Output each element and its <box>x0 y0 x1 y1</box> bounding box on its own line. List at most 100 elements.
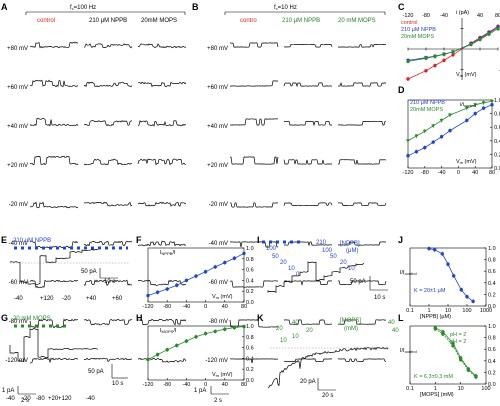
data-point <box>440 252 444 256</box>
x-tick-label: 0.1 <box>406 308 414 314</box>
data-point <box>165 348 169 352</box>
channel-trace <box>229 280 279 288</box>
data-point <box>175 283 179 287</box>
data-point <box>431 140 435 144</box>
row-label: +80 mV <box>7 46 28 52</box>
y-tick-label: 0.0 <box>488 382 496 388</box>
series-line <box>407 101 493 142</box>
y-tick-label: 0.4 <box>488 359 496 365</box>
row-label: -120 mV <box>205 358 228 364</box>
legend-entry: 20mM MOPS <box>410 107 443 113</box>
data-point <box>464 106 469 111</box>
row-label: +40 mV <box>7 124 28 130</box>
data-point <box>474 375 478 379</box>
data-point <box>406 77 410 81</box>
data-point <box>184 339 189 343</box>
concentration-label: 0 <box>296 272 300 278</box>
x-tick-label: 10 <box>458 386 464 392</box>
concentration-label: 20 <box>280 260 287 266</box>
panel-b: B fc=10 Hz contro 210 μM NPPB 20 mM MOPS… <box>192 2 387 404</box>
y-tick-label: 0.6 <box>246 268 254 274</box>
data-point <box>490 103 494 107</box>
x-tick-label: -80 <box>163 382 171 388</box>
data-point <box>481 101 486 105</box>
channel-trace <box>83 240 133 247</box>
y-tick-label: 0.4 <box>494 139 500 145</box>
channel-trace <box>229 358 279 364</box>
data-point <box>433 54 437 59</box>
panel-letter-e: E <box>1 235 7 245</box>
data-point <box>213 329 217 334</box>
voltage-label: -20 <box>22 396 31 402</box>
series-line <box>407 104 493 157</box>
data-point <box>242 324 246 329</box>
e-scale-y: 50 pA <box>81 269 97 275</box>
channel-trace <box>84 318 133 326</box>
voltage-label: -40 <box>86 396 95 402</box>
data-point <box>223 327 227 331</box>
panel-g: G 20 mM MOPS 50 pA 10 s -40 -20 -80 +20 +120… <box>1 313 128 402</box>
data-point <box>146 357 150 362</box>
panel-letter-f: F <box>136 235 142 245</box>
x-tick-label: 40 <box>472 170 478 176</box>
channel-trace <box>29 279 79 289</box>
x-tick-label: -120 <box>402 13 413 19</box>
data-point <box>465 295 469 299</box>
x-tick-label: 80 <box>489 170 495 176</box>
k-scale-x: 20 s <box>322 393 333 399</box>
y-tick-label: 1.0 <box>494 98 500 104</box>
svg-text:fc=10 Hz: fc=10 Hz <box>274 5 297 11</box>
panel-letter-c: C <box>398 2 405 12</box>
g-title: 20 mM MOPS <box>13 316 51 322</box>
channel-trace <box>137 240 187 247</box>
data-point <box>441 332 445 336</box>
row-label: -60 mV <box>209 280 228 286</box>
channel-trace <box>283 358 333 362</box>
channel-trace <box>137 279 187 286</box>
data-point <box>232 325 237 330</box>
plot-frame <box>147 325 245 381</box>
y-axis-label: i/icontrol <box>460 102 476 108</box>
data-point <box>439 135 444 139</box>
channel-trace <box>29 79 79 88</box>
concentration-label: 100 <box>266 246 277 252</box>
b-col-nppb: 210 μM NPPB <box>282 18 320 24</box>
channel-trace <box>137 357 187 363</box>
channel-trace <box>29 118 79 127</box>
x-tick-label: -120 <box>142 304 153 310</box>
concentration-label: 20 <box>340 260 347 266</box>
concentration-label: 100 <box>322 248 333 254</box>
legend-entry: 210 μM NPPB <box>401 27 436 33</box>
data-point <box>184 278 189 283</box>
y-axis-label: I/Icontrol <box>400 270 417 276</box>
channel-trace <box>29 155 79 166</box>
voltage-label: +120 <box>40 296 54 302</box>
channel-trace <box>338 319 387 325</box>
svg-text:fc=100 Hz: fc=100 Hz <box>70 5 96 11</box>
data-point <box>424 69 428 73</box>
concentration-label: 10 <box>288 266 295 272</box>
data-point <box>422 129 427 134</box>
legend-entry: control <box>401 20 418 26</box>
x-axis-label: [NPPB] (μM) <box>420 314 451 320</box>
voltage-label: +60 <box>112 296 123 302</box>
panel-letter-b: B <box>192 2 199 12</box>
data-point <box>451 50 455 54</box>
concentration-label: 40 <box>392 328 399 334</box>
y-tick-label: 0.4 <box>246 356 254 362</box>
y-tick-label: 1.0 <box>246 246 254 252</box>
y-axis-label: INPPB/I <box>160 250 176 256</box>
y-tick-label: 0.2 <box>488 370 496 376</box>
data-point <box>406 154 410 158</box>
data-point <box>433 63 437 68</box>
e-scale-x: 10 s <box>104 279 115 285</box>
y-tick-label: 0.2 <box>488 292 496 298</box>
concentration-label: 10 <box>348 266 355 272</box>
panel-letter-g: G <box>1 313 8 323</box>
a-traces: +80 mV +60 mV +40 mV +20 mV -20 mV -40 mV -60 … <box>5 41 187 364</box>
e-title: 210 μM NPPB <box>13 238 51 244</box>
